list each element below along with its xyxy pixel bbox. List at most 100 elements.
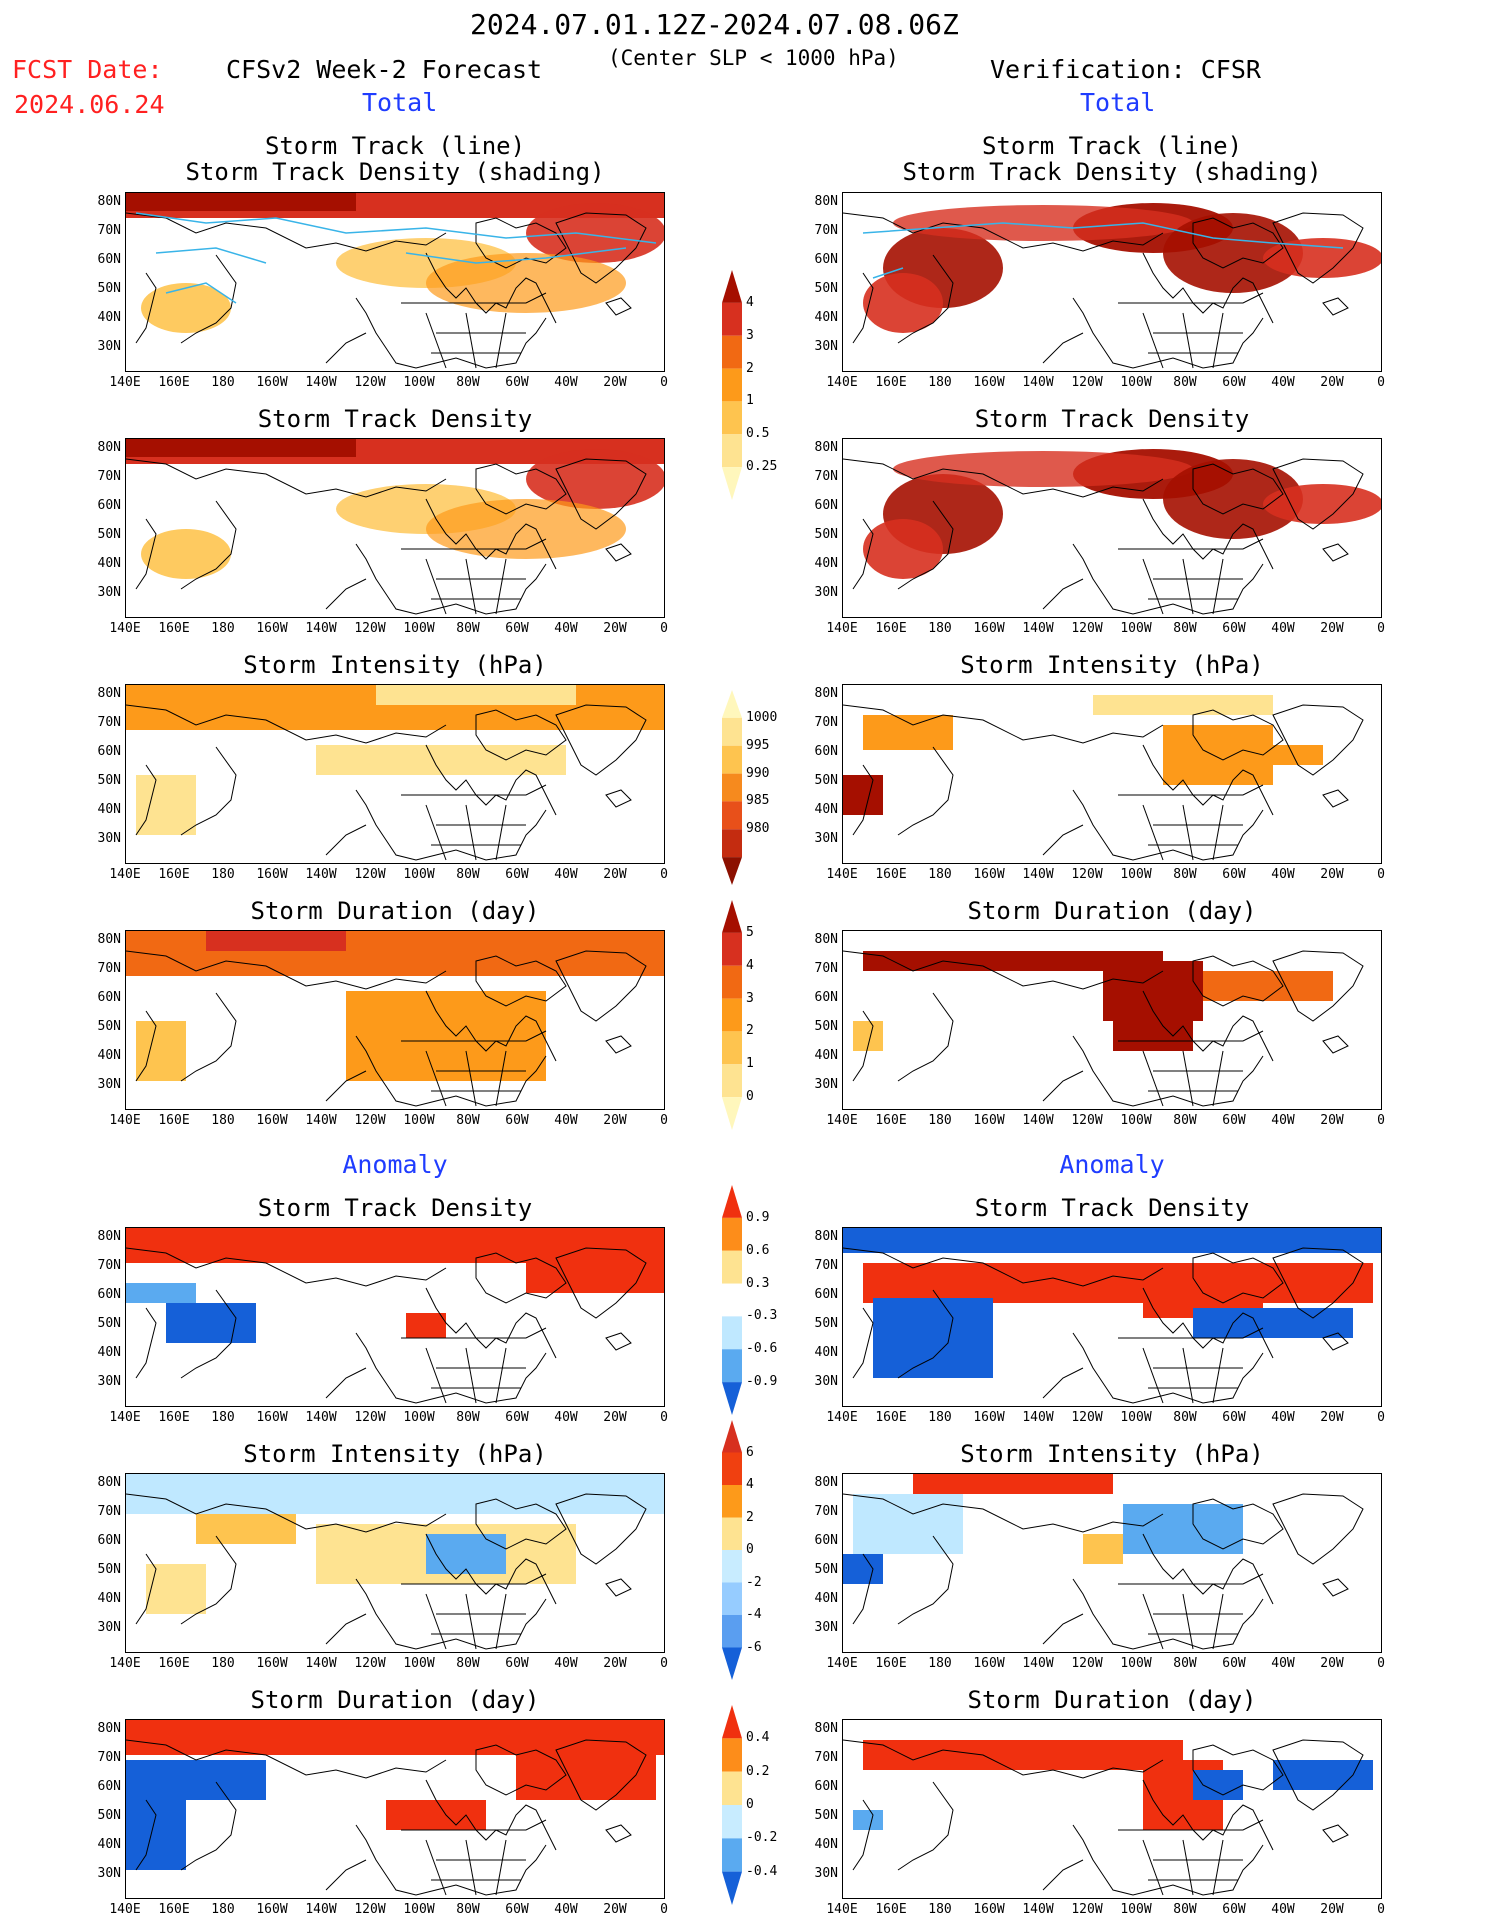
coastline <box>1182 804 1194 861</box>
lon-tick-label: 100W <box>403 867 435 882</box>
map-frame <box>125 684 665 864</box>
coastline <box>843 704 1164 744</box>
lon-tick-label: 160E <box>158 621 190 636</box>
coastline <box>1072 1824 1264 1896</box>
lon-tick-label: 80W <box>1173 1113 1197 1128</box>
coastline <box>1118 1573 1264 1585</box>
coastline <box>1118 1819 1264 1831</box>
coastline <box>135 518 157 590</box>
lat-tick-label: 40N <box>97 1345 121 1360</box>
lat-tick-label: 50N <box>97 1562 121 1577</box>
lon-tick-label: 120W <box>354 1902 386 1917</box>
lon-tick-label: 140E <box>109 1410 141 1425</box>
colorbar-label: 0 <box>746 1797 754 1812</box>
colorbar-label: -0.6 <box>746 1341 778 1357</box>
coastline <box>1272 950 1364 1022</box>
coastline <box>355 1578 547 1650</box>
lon-tick-label: 160W <box>973 1902 1005 1917</box>
coastline <box>1072 789 1264 861</box>
lon-tick-label: 100W <box>1120 1113 1152 1128</box>
colorbar-swatch <box>722 1517 742 1550</box>
coastline <box>1142 252 1274 324</box>
lat-tick-label: 40N <box>814 310 838 325</box>
lat-tick-label: 60N <box>97 744 121 759</box>
coastline <box>605 1578 632 1597</box>
coastline <box>555 212 647 284</box>
coastline <box>425 1593 447 1650</box>
lon-tick-label: 20W <box>603 621 627 636</box>
lon-tick-label: 80W <box>1173 621 1197 636</box>
coastline <box>1118 1030 1264 1042</box>
map-canvas <box>843 695 1364 861</box>
lon-tick-label: 120W <box>354 621 386 636</box>
lon-tick-label: 140W <box>1022 1113 1054 1128</box>
lon-tick-label: 160W <box>973 867 1005 882</box>
lon-tick-label: 60W <box>1222 1410 1246 1425</box>
colorbar-label: 990 <box>746 765 770 781</box>
lat-tick-label: 80N <box>97 686 121 701</box>
coastline <box>180 254 237 344</box>
coastline <box>1042 578 1084 610</box>
colorbar-label: 4 <box>746 1477 754 1492</box>
forecast-model-title: CFSv2 Week-2 Forecast <box>226 55 543 84</box>
lon-tick-label: 60W <box>1222 375 1246 390</box>
coastline <box>465 1050 477 1107</box>
coastline <box>1118 538 1264 550</box>
colorbar-swatch <box>722 1705 742 1739</box>
lon-tick-label: 140E <box>109 1656 141 1671</box>
lon-tick-label: 20W <box>1320 621 1344 636</box>
coastline <box>465 558 477 615</box>
colorbar-swatch <box>722 1485 742 1518</box>
coastline <box>325 332 367 364</box>
lon-tick-label: 160W <box>973 1113 1005 1128</box>
coastline <box>475 1252 567 1304</box>
colorbar-label: 0.5 <box>746 426 770 442</box>
lon-tick-label: 160W <box>973 375 1005 390</box>
lon-tick-label: 80W <box>456 1656 480 1671</box>
lon-tick-label: 140W <box>305 1902 337 1917</box>
colorbar-swatch <box>722 1838 742 1872</box>
map-frame <box>842 438 1382 618</box>
coastline <box>425 1347 447 1404</box>
lon-tick-label: 0 <box>660 1656 668 1671</box>
lat-tick-label: 40N <box>97 1837 121 1852</box>
coastline <box>355 1824 547 1896</box>
lat-tick-label: 50N <box>814 1562 838 1577</box>
coastline <box>897 992 954 1082</box>
lat-tick-label: 60N <box>97 1779 121 1794</box>
colorbar-swatch <box>722 335 742 369</box>
lat-tick-label: 70N <box>97 961 121 976</box>
colorbar-swatch <box>722 829 742 858</box>
colorbar-swatch <box>722 1550 742 1583</box>
coastline <box>1192 1252 1284 1304</box>
grid-cell-patch <box>146 1564 206 1614</box>
colorbar-intensity-anom: 6 4 2 0 -2 -4 -6 <box>722 1420 812 1680</box>
coastline <box>1322 297 1349 316</box>
colorbar-swatches <box>722 690 742 885</box>
grid-cell-patch <box>1093 695 1273 715</box>
lat-tick-label: 30N <box>814 831 838 846</box>
shading-patch <box>526 449 664 509</box>
lat-tick-label: 50N <box>814 527 838 542</box>
coastline <box>1142 744 1274 816</box>
lon-tick-label: 20W <box>1320 375 1344 390</box>
colorbar-swatch <box>722 1031 742 1065</box>
coastline <box>355 1332 547 1404</box>
colorbar-swatches <box>722 1185 742 1415</box>
colorbar-label: -0.2 <box>746 1830 778 1846</box>
lon-tick-label: 120W <box>354 375 386 390</box>
grid-cell-patch <box>406 1313 446 1338</box>
lat-tick-label: 30N <box>97 1374 121 1389</box>
colorbar-swatch <box>722 401 742 435</box>
grid-cell-patch <box>346 991 546 1081</box>
coastline <box>555 1247 647 1319</box>
lat-tick-label: 80N <box>814 686 838 701</box>
lon-tick-label: 100W <box>1120 1902 1152 1917</box>
lat-tick-label: 30N <box>814 1077 838 1092</box>
lat-tick-label: 80N <box>814 1229 838 1244</box>
coastline <box>1212 312 1224 369</box>
coastline <box>1042 1070 1084 1102</box>
coastline <box>126 950 447 990</box>
lon-tick-label: 120W <box>354 1656 386 1671</box>
coastline <box>1212 1347 1224 1404</box>
